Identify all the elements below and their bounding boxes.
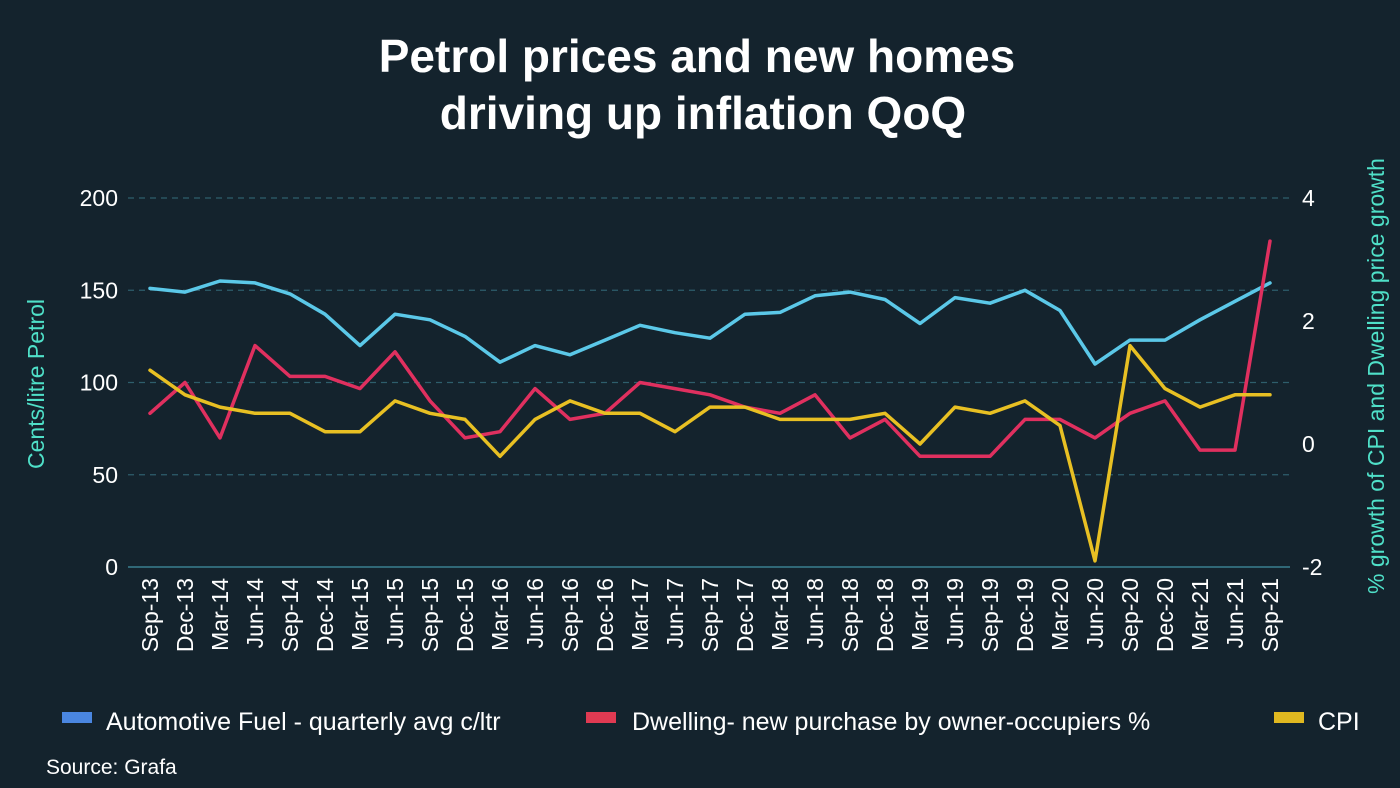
x-tick-label: Jun-19 [942,578,968,648]
x-axis: Sep-13 Dec-13 Mar-14 Jun-14 Sep-14 Dec-14 Mar-… [137,578,1283,652]
legend-swatch-cpi [1274,712,1304,723]
x-tick-label: Jun-16 [522,578,548,648]
x-tick-label: Sep-17 [697,578,723,652]
legend-item-fuel[interactable]: Automotive Fuel - quarterly avg c/ltr [62,708,501,736]
x-tick-label: Dec-17 [732,578,758,652]
legend-item-dwelling[interactable]: Dwelling- new purchase by owner-occupier… [586,708,1150,736]
legend-label-dwelling: Dwelling- new purchase by owner-occupier… [632,708,1150,736]
x-tick-label: Sep-13 [137,578,163,652]
x-tick-label: Mar-18 [767,578,793,651]
legend-label-cpi: CPI [1318,708,1360,736]
x-tick-label: Sep-21 [1257,578,1283,652]
series-lines [148,239,1272,563]
right-y-tick-label: 2 [1302,308,1315,334]
legend-label-fuel: Automotive Fuel - quarterly avg c/ltr [106,708,501,736]
left-y-tick-label: 0 [105,554,118,580]
x-tick-label: Sep-15 [417,578,443,652]
x-tick-label: Dec-16 [592,578,618,652]
source-note: Source: Grafa [46,756,177,779]
x-tick-label: Mar-17 [627,578,653,651]
x-tick-label: Dec-14 [312,578,338,652]
x-tick-label: Jun-18 [802,578,828,648]
grid [128,197,1290,568]
x-tick-label: Sep-14 [277,578,303,652]
x-tick-label: Sep-18 [837,578,863,652]
x-tick-label: Sep-19 [977,578,1003,652]
legend: Automotive Fuel - quarterly avg c/ltr Dw… [62,708,1360,736]
x-tick-label: Dec-19 [1012,578,1038,652]
x-tick-label: Jun-17 [662,578,688,648]
right-y-axis-title: % growth of CPI and Dwelling price growt… [1363,158,1389,594]
left-y-axis-title: Cents/litre Petrol [23,299,49,469]
right-y-tick-label: 4 [1302,185,1315,211]
left-y-tick-label: 150 [80,277,118,303]
series-line-0[interactable] [148,279,1272,366]
x-tick-label: Jun-14 [242,578,268,649]
x-tick-label: Jun-20 [1082,578,1108,648]
right-y-tick-label: -2 [1302,554,1322,580]
x-tick-label: Dec-20 [1152,578,1178,652]
chart-title-line-2: driving up inflation QoQ [440,87,966,139]
right-y-tick-label: 0 [1302,431,1315,457]
x-tick-label: Jun-15 [382,578,408,648]
x-tick-label: Mar-14 [207,578,233,651]
x-tick-label: Sep-16 [557,578,583,652]
left-y-tick-label: 200 [80,185,118,211]
x-tick-label: Mar-20 [1047,578,1073,651]
left-y-tick-label: 100 [80,370,118,396]
x-tick-label: Mar-21 [1187,578,1213,651]
series-line-2[interactable] [148,343,1272,563]
x-tick-label: Mar-16 [487,578,513,651]
chart-title-line-1: Petrol prices and new homes [379,30,1016,82]
x-tick-label: Mar-19 [907,578,933,651]
legend-swatch-dwelling [586,712,616,723]
x-tick-label: Dec-13 [172,578,198,652]
left-y-tick-label: 50 [92,462,118,488]
legend-item-cpi[interactable]: CPI [1274,708,1360,736]
left-y-axis: 0 50 100 150 200 [80,185,118,580]
x-tick-label: Jun-21 [1222,578,1248,648]
x-tick-label: Mar-15 [347,578,373,651]
x-tick-label: Dec-15 [452,578,478,652]
right-y-axis: -2 0 2 4 [1302,185,1322,580]
series-line-1[interactable] [148,239,1272,459]
x-tick-label: Sep-20 [1117,578,1143,652]
legend-swatch-fuel [62,712,92,723]
x-tick-label: Dec-18 [872,578,898,652]
